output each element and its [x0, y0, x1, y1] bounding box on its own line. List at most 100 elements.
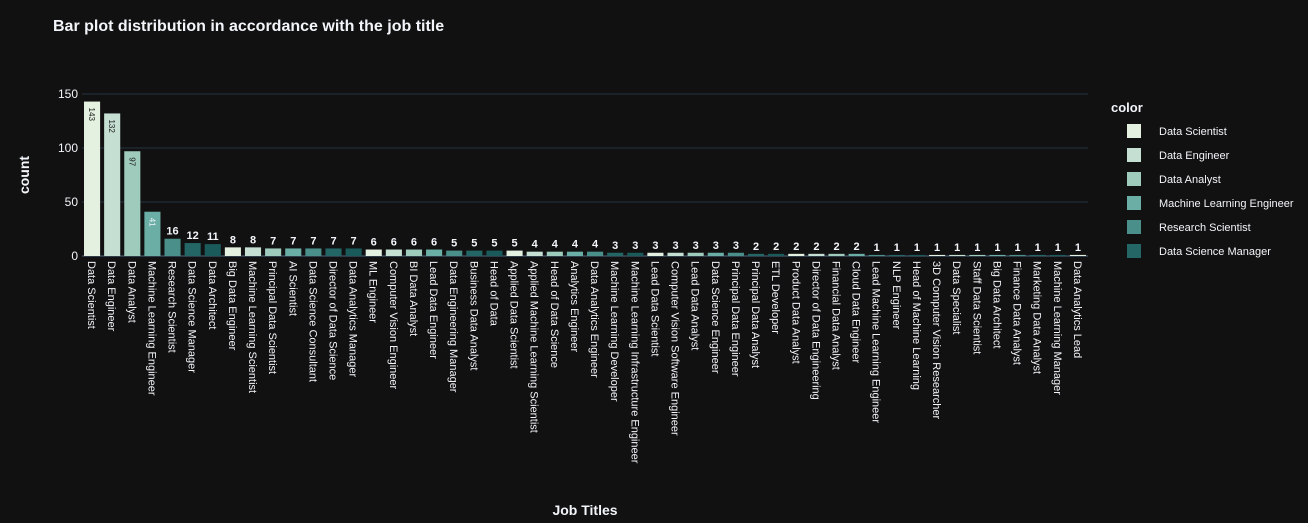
bar[interactable]	[687, 252, 704, 256]
bar[interactable]	[124, 151, 141, 256]
x-tick-label: ETL Developer	[769, 261, 781, 334]
x-tick-label: Principal Data Engineer	[729, 261, 741, 377]
data-label: 1	[954, 242, 960, 254]
x-tick-label: Machine Learning Manager	[1051, 261, 1063, 395]
bar[interactable]	[426, 249, 443, 256]
legend-swatch[interactable]	[1127, 196, 1141, 210]
bar[interactable]	[788, 253, 805, 256]
data-label: 2	[833, 241, 839, 253]
bar[interactable]	[607, 252, 624, 256]
bar[interactable]	[908, 254, 926, 256]
bar[interactable]	[104, 113, 121, 256]
bar[interactable]	[466, 250, 483, 256]
bar[interactable]	[828, 253, 845, 256]
x-tick-label: Analytics Engineer	[568, 261, 580, 352]
data-label: 6	[391, 237, 397, 249]
bar[interactable]	[405, 249, 423, 256]
bar[interactable]	[325, 248, 342, 256]
data-label: 1	[894, 242, 900, 254]
x-tick-label: Principal Data Analyst	[749, 261, 761, 368]
bar[interactable]	[285, 248, 302, 256]
data-label: 4	[532, 239, 539, 251]
data-label: 8	[230, 234, 236, 246]
data-label: 6	[371, 237, 377, 249]
legend-swatch[interactable]	[1127, 244, 1141, 258]
bar[interactable]	[84, 101, 101, 256]
bar[interactable]	[848, 253, 865, 256]
x-tick-label: Data Analyst	[125, 261, 137, 323]
data-label: 1	[914, 242, 920, 254]
bar[interactable]	[989, 254, 1006, 256]
bar[interactable]	[184, 243, 201, 256]
legend-swatch[interactable]	[1127, 172, 1141, 186]
bar[interactable]	[667, 252, 684, 256]
legend-label[interactable]: Data Science Manager	[1159, 246, 1271, 258]
bar[interactable]	[868, 254, 885, 256]
data-label: 8	[250, 234, 256, 246]
legend-label[interactable]: Research Scientist	[1159, 222, 1251, 234]
bar[interactable]	[587, 251, 604, 256]
x-tick-label: Big Data Architect	[990, 261, 1002, 348]
bar[interactable]	[566, 251, 583, 256]
legend-swatch[interactable]	[1127, 220, 1141, 234]
x-tick-label: Data Engineer	[105, 261, 117, 332]
legend-label[interactable]: Data Engineer	[1159, 150, 1230, 162]
bar[interactable]	[446, 250, 463, 256]
legend-swatch[interactable]	[1127, 124, 1141, 138]
x-tick-label: Lead Data Scientist	[648, 261, 660, 356]
bar[interactable]	[627, 252, 644, 256]
x-tick-label: 3D Computer Vision Researcher	[930, 261, 942, 419]
y-tick-label: 50	[65, 195, 79, 209]
bar[interactable]	[265, 248, 282, 256]
bar[interactable]	[647, 252, 664, 256]
bar[interactable]	[747, 253, 765, 256]
bar[interactable]	[365, 249, 382, 256]
bar[interactable]	[969, 254, 986, 256]
data-label: 7	[290, 235, 296, 247]
bar[interactable]	[1009, 254, 1026, 256]
data-label: 1	[934, 242, 940, 254]
bar[interactable]	[224, 247, 241, 256]
legend: color Data Scientist Data Engineer Data An…	[1111, 100, 1294, 258]
bar[interactable]	[929, 254, 946, 256]
data-label: 6	[431, 237, 437, 249]
bar[interactable]	[949, 254, 966, 256]
bar[interactable]	[1069, 254, 1086, 256]
x-tick-label: Machine Learning Developer	[608, 261, 620, 402]
bar[interactable]	[1049, 254, 1066, 256]
x-axis-title: Job Titles	[552, 502, 617, 518]
x-tick-label: Machine Learning Infrastructure Engineer	[628, 261, 640, 464]
legend-label[interactable]: Data Scientist	[1159, 126, 1227, 138]
x-tick-label: BI Data Analyst	[407, 261, 419, 336]
x-tick-label: Finance Data Analyst	[1011, 261, 1023, 365]
legend-swatch[interactable]	[1127, 148, 1141, 162]
legend-label[interactable]: Data Analyst	[1159, 174, 1221, 186]
bar[interactable]	[768, 253, 785, 256]
bar[interactable]	[164, 238, 181, 256]
data-label: 12	[187, 230, 199, 242]
bar[interactable]	[305, 248, 322, 256]
bar[interactable]	[888, 254, 905, 256]
data-label: 4	[552, 239, 559, 251]
bar[interactable]	[345, 248, 362, 256]
bar[interactable]	[244, 247, 262, 256]
bar[interactable]	[144, 211, 161, 256]
x-tick-label: Research Scientist	[166, 261, 178, 353]
bar[interactable]	[526, 251, 543, 256]
bar[interactable]	[808, 253, 825, 256]
data-label: 3	[713, 240, 719, 252]
x-tick-label: AI Scientist	[286, 261, 298, 316]
bar[interactable]	[707, 252, 724, 256]
data-label: 132	[107, 119, 116, 133]
x-tick-label: Machine Learning Scientist	[246, 261, 258, 393]
bar[interactable]	[385, 249, 402, 256]
legend-label[interactable]: Machine Learning Engineer	[1159, 198, 1294, 210]
bar[interactable]	[506, 250, 523, 256]
data-label: 5	[451, 238, 457, 250]
x-tick-label: Data Scientist	[85, 261, 97, 329]
bar[interactable]	[204, 244, 221, 256]
bar[interactable]	[727, 252, 744, 256]
bar[interactable]	[486, 250, 503, 256]
bar[interactable]	[1029, 254, 1046, 256]
bar[interactable]	[546, 251, 563, 256]
